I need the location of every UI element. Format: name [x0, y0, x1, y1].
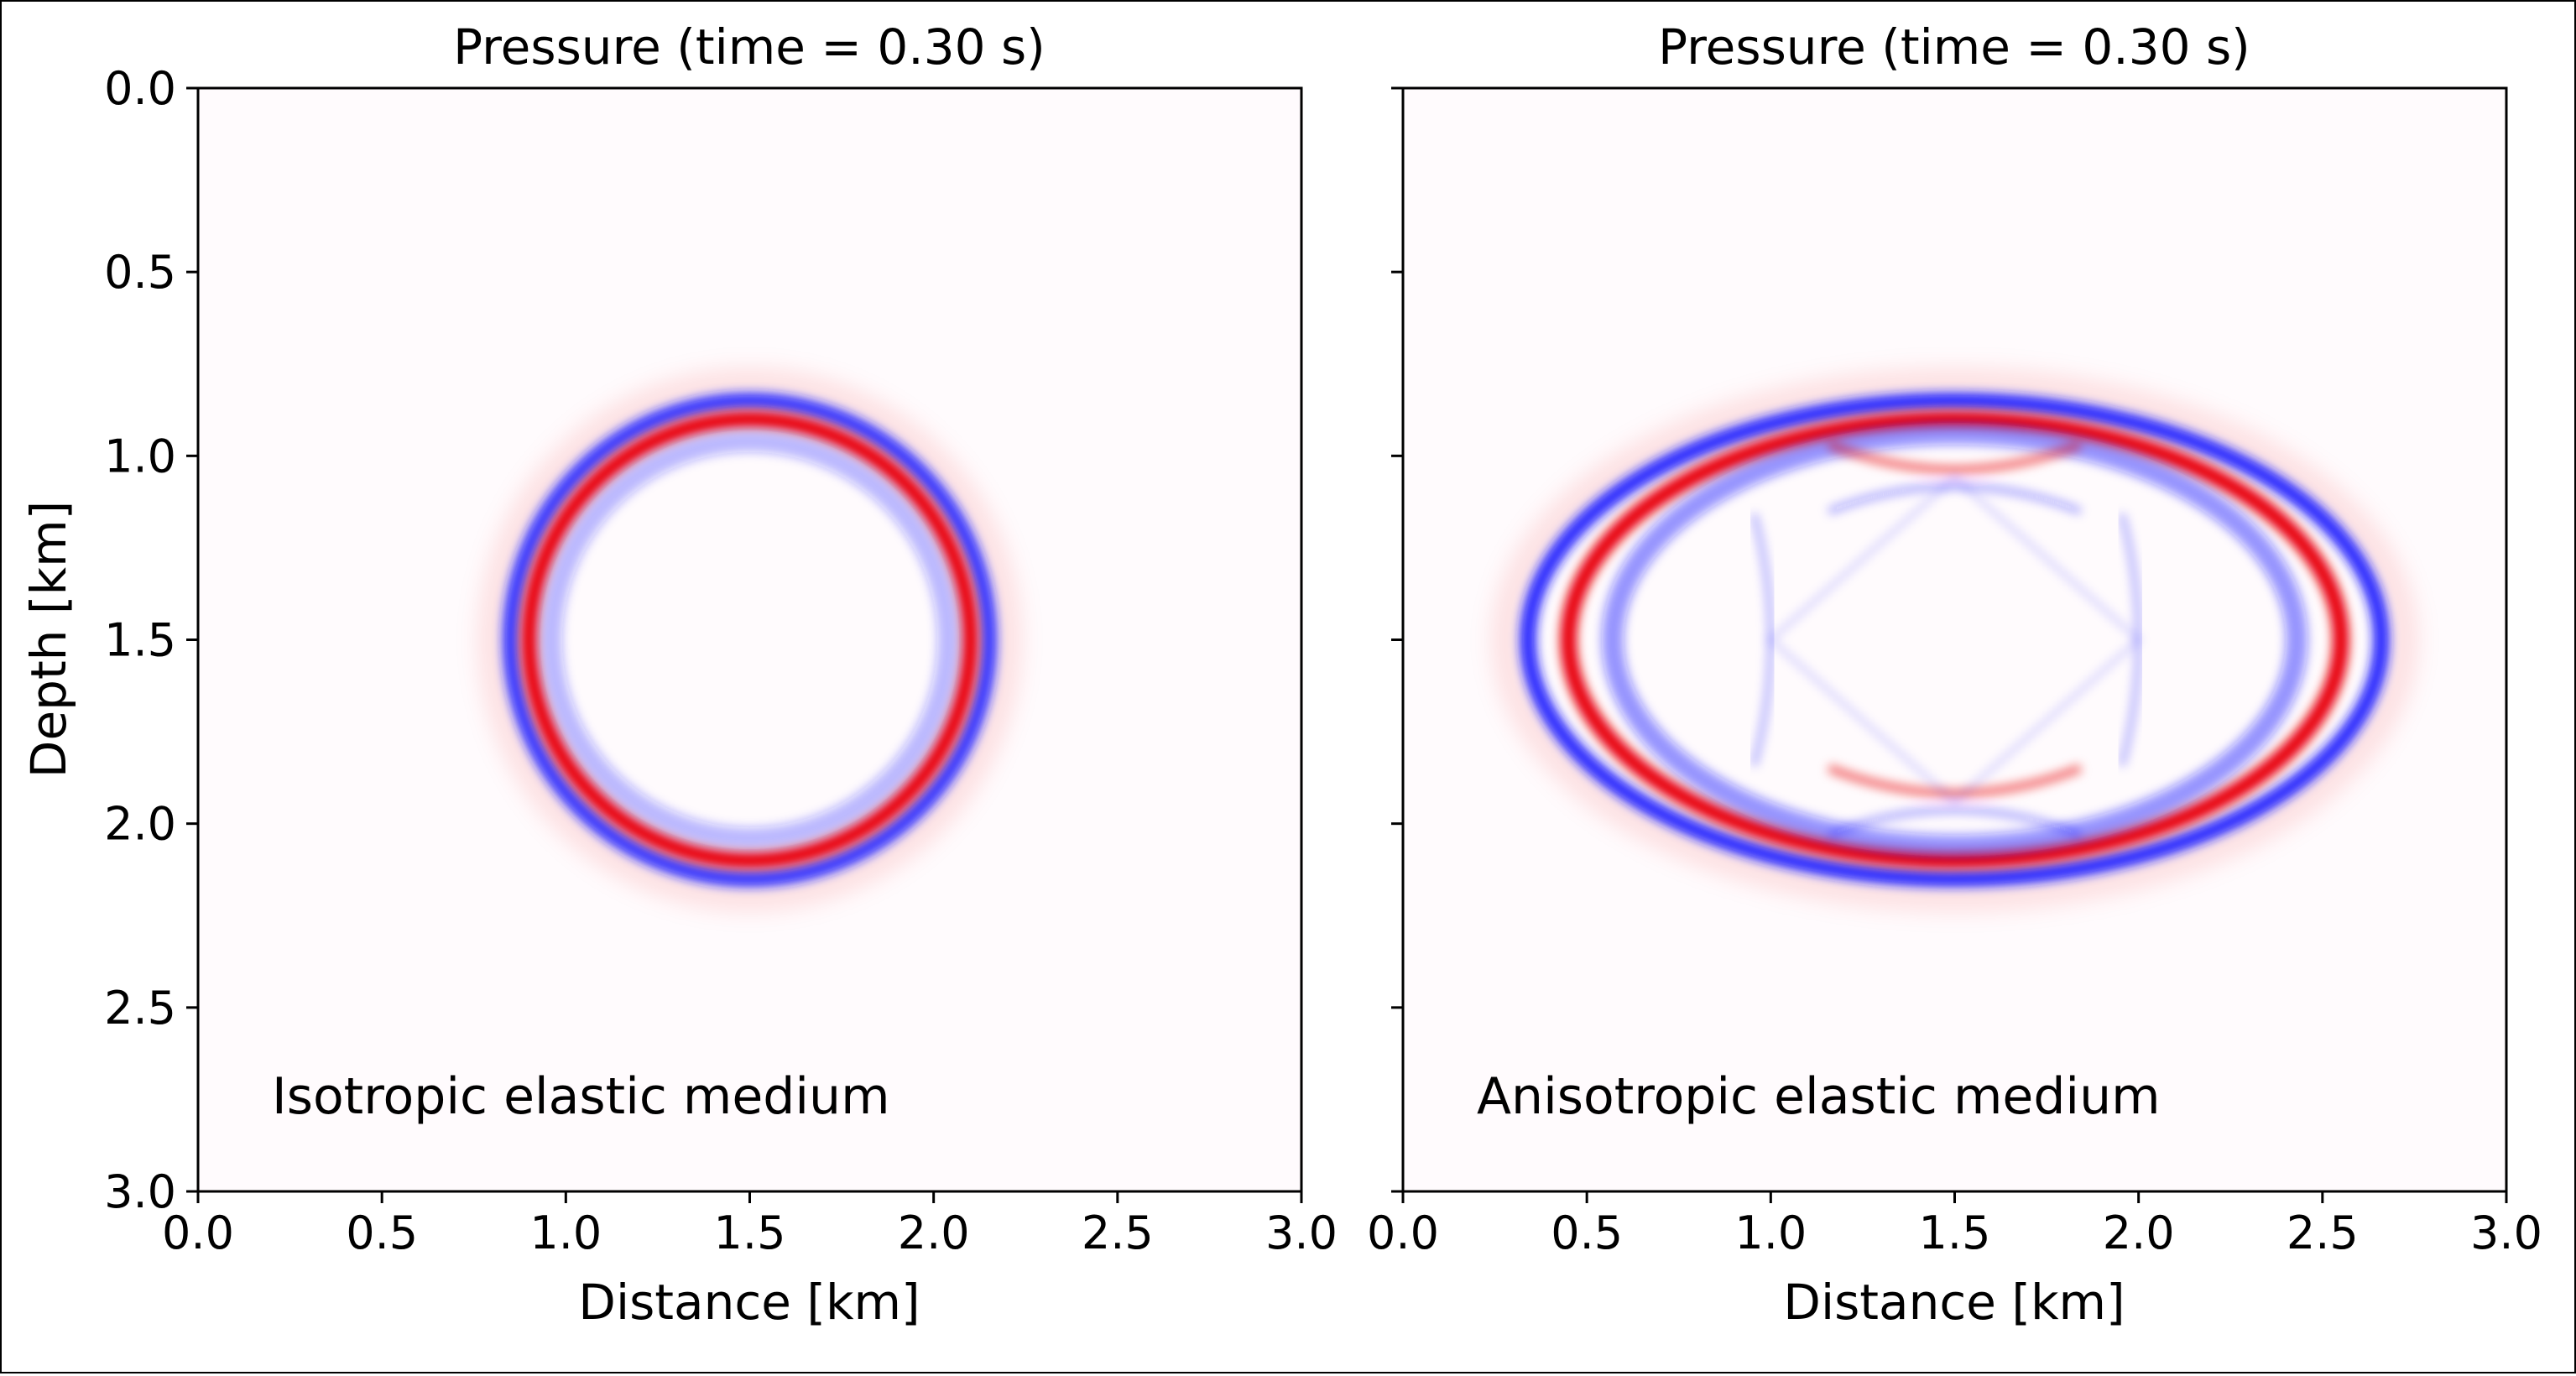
- x-tick-label: 2.5: [1082, 1207, 1154, 1259]
- x-tick-label: 1.0: [529, 1207, 602, 1259]
- y-tick-label: 2.0: [104, 798, 176, 851]
- y-axis-label: Depth [km]: [20, 501, 77, 778]
- x-tick-label: 0.0: [162, 1207, 234, 1259]
- x-tick-label: 0.5: [1551, 1207, 1623, 1259]
- y-axis-ticks: 0.0 0.5 1.0 1.5 2.0 2.5 3.0: [104, 62, 198, 1218]
- x-tick-label: 3.0: [2470, 1207, 2542, 1259]
- x-tick-label: 1.0: [1734, 1207, 1807, 1259]
- pressure-field: [1493, 369, 2417, 910]
- wavefront-main-peak: [1560, 410, 2349, 869]
- plot-background: [198, 88, 1301, 1191]
- x-tick-label: 2.0: [2103, 1207, 2175, 1259]
- plot-background: [1403, 88, 2506, 1191]
- wavefront-inner-trough: [1601, 423, 2308, 857]
- x-tick-label: 0.5: [346, 1207, 418, 1259]
- panel-isotropic: 0.0 0.5 1.0 1.5 2.0 2.5 3.0 0.0 0.5 1.0 1.5 2.0 2.5…: [20, 18, 1338, 1331]
- y-tick-label: 0.0: [104, 62, 176, 115]
- wavefront-inner-trough: [540, 430, 960, 850]
- y-tick-label: 3.0: [104, 1165, 176, 1218]
- wavefront-outer-halo: [479, 369, 1020, 910]
- x-tick-label: 1.5: [1919, 1207, 1991, 1259]
- panel-anisotropic: 0.0 0.5 1.0 1.5 2.0 2.5 3.0 Pressure (time = 0…: [1367, 18, 2542, 1331]
- y-axis-ticks: [1391, 86, 1403, 1193]
- medium-annotation: Isotropic elastic medium: [272, 1067, 890, 1126]
- panel-title: Pressure (time = 0.30 s): [1658, 18, 2250, 76]
- plot-frame: [196, 86, 1303, 1193]
- x-tick-label: 0.0: [1367, 1207, 1439, 1259]
- x-tick-label: 1.5: [714, 1207, 786, 1259]
- wavefront-outer-halo: [1493, 369, 2417, 910]
- x-axis-label: Distance [km]: [1783, 1274, 2125, 1331]
- pressure-field: [479, 369, 1020, 910]
- plot-frame: [1401, 86, 2508, 1193]
- y-tick-label: 1.5: [104, 614, 176, 667]
- y-tick-label: 2.5: [104, 982, 176, 1035]
- x-axis-ticks: 0.0 0.5 1.0 1.5 2.0 2.5 3.0: [1367, 1191, 2542, 1259]
- panel-title: Pressure (time = 0.30 s): [453, 18, 1046, 76]
- shear-cusp-top: [1827, 440, 2083, 515]
- x-axis-label: Distance [km]: [578, 1274, 920, 1331]
- x-tick-label: 2.0: [898, 1207, 970, 1259]
- wavefront-outer-trough: [1520, 392, 2390, 888]
- x-tick-label: 2.5: [2287, 1207, 2359, 1259]
- x-tick-label: 3.0: [1265, 1207, 1338, 1259]
- medium-annotation: Anisotropic elastic medium: [1477, 1067, 2161, 1126]
- wavefront-main-peak: [520, 410, 979, 869]
- wavefront-outer-trough: [502, 392, 998, 888]
- y-tick-label: 0.5: [104, 246, 176, 299]
- x-axis-ticks: 0.0 0.5 1.0 1.5 2.0 2.5 3.0: [162, 1191, 1338, 1259]
- shear-diamond: [1766, 474, 2143, 805]
- shear-cusp-bottom: [1827, 764, 2083, 839]
- y-tick-label: 1.0: [104, 430, 176, 482]
